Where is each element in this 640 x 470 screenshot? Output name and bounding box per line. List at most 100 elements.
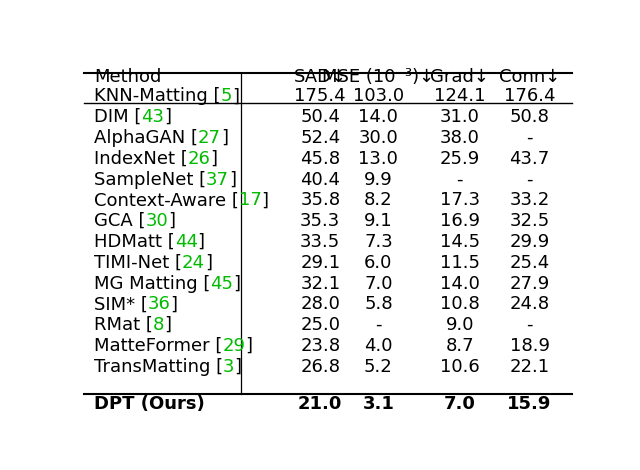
Text: TransMatting [: TransMatting [	[94, 358, 223, 376]
Text: 24.8: 24.8	[509, 295, 550, 313]
Text: ]: ]	[235, 358, 241, 376]
Text: 14.0: 14.0	[440, 274, 480, 292]
Text: 17.3: 17.3	[440, 191, 480, 210]
Text: 5.2: 5.2	[364, 358, 393, 376]
Text: Grad↓: Grad↓	[430, 68, 489, 86]
Text: 50.4: 50.4	[300, 108, 340, 126]
Text: ]: ]	[262, 191, 269, 210]
Text: 9.0: 9.0	[445, 316, 474, 334]
Text: Method: Method	[94, 68, 161, 86]
Text: 5: 5	[220, 87, 232, 105]
Text: 7.0: 7.0	[364, 274, 392, 292]
Text: 22.1: 22.1	[509, 358, 550, 376]
Text: -: -	[526, 129, 532, 147]
Text: -: -	[456, 171, 463, 188]
Text: 17: 17	[239, 191, 262, 210]
Text: MSE (10⁻³)↓: MSE (10⁻³)↓	[323, 68, 435, 86]
Text: RMat [: RMat [	[94, 316, 153, 334]
Text: 9.1: 9.1	[364, 212, 393, 230]
Text: TIMI-Net [: TIMI-Net [	[94, 254, 182, 272]
Text: 36: 36	[148, 295, 171, 313]
Text: -: -	[526, 171, 532, 188]
Text: 14.5: 14.5	[440, 233, 480, 251]
Text: 24: 24	[182, 254, 205, 272]
Text: 29.1: 29.1	[300, 254, 340, 272]
Text: 28.0: 28.0	[300, 295, 340, 313]
Text: 26: 26	[188, 150, 211, 168]
Text: 32.5: 32.5	[509, 212, 550, 230]
Text: SAD↓: SAD↓	[294, 68, 347, 86]
Text: 25.9: 25.9	[440, 150, 480, 168]
Text: 15.9: 15.9	[508, 395, 552, 414]
Text: ]: ]	[164, 316, 172, 334]
Text: 103.0: 103.0	[353, 87, 404, 105]
Text: SampleNet [: SampleNet [	[94, 171, 206, 188]
Text: 7.3: 7.3	[364, 233, 393, 251]
Text: 43.7: 43.7	[509, 150, 550, 168]
Text: 23.8: 23.8	[300, 337, 340, 355]
Text: 37: 37	[206, 171, 229, 188]
Text: 32.1: 32.1	[300, 274, 340, 292]
Text: 31.0: 31.0	[440, 108, 480, 126]
Text: 50.8: 50.8	[509, 108, 549, 126]
Text: ]: ]	[211, 150, 218, 168]
Text: 11.5: 11.5	[440, 254, 480, 272]
Text: 16.9: 16.9	[440, 212, 480, 230]
Text: 33.2: 33.2	[509, 191, 550, 210]
Text: 124.1: 124.1	[434, 87, 486, 105]
Text: 45: 45	[211, 274, 234, 292]
Text: 38.0: 38.0	[440, 129, 480, 147]
Text: IndexNet [: IndexNet [	[94, 150, 188, 168]
Text: -: -	[526, 316, 532, 334]
Text: 30: 30	[145, 212, 168, 230]
Text: ]: ]	[198, 233, 205, 251]
Text: 29: 29	[222, 337, 245, 355]
Text: ]: ]	[245, 337, 252, 355]
Text: 3: 3	[223, 358, 235, 376]
Text: 18.9: 18.9	[509, 337, 550, 355]
Text: 175.4: 175.4	[294, 87, 346, 105]
Text: 44: 44	[175, 233, 198, 251]
Text: 25.0: 25.0	[300, 316, 340, 334]
Text: 176.4: 176.4	[504, 87, 556, 105]
Text: 8.2: 8.2	[364, 191, 393, 210]
Text: ]: ]	[171, 295, 178, 313]
Text: 25.4: 25.4	[509, 254, 550, 272]
Text: ]: ]	[234, 274, 241, 292]
Text: DPT (Ours): DPT (Ours)	[94, 395, 205, 414]
Text: 27.9: 27.9	[509, 274, 550, 292]
Text: DIM [: DIM [	[94, 108, 141, 126]
Text: 40.4: 40.4	[300, 171, 340, 188]
Text: 3.1: 3.1	[362, 395, 394, 414]
Text: 30.0: 30.0	[358, 129, 398, 147]
Text: GCA [: GCA [	[94, 212, 145, 230]
Text: 52.4: 52.4	[300, 129, 340, 147]
Text: 43: 43	[141, 108, 164, 126]
Text: 29.9: 29.9	[509, 233, 550, 251]
Text: HDMatt [: HDMatt [	[94, 233, 175, 251]
Text: ]: ]	[221, 129, 228, 147]
Text: ]: ]	[168, 212, 175, 230]
Text: 9.9: 9.9	[364, 171, 393, 188]
Text: 10.6: 10.6	[440, 358, 479, 376]
Text: SIM* [: SIM* [	[94, 295, 148, 313]
Text: 8.7: 8.7	[445, 337, 474, 355]
Text: 33.5: 33.5	[300, 233, 340, 251]
Text: AlphaGAN [: AlphaGAN [	[94, 129, 198, 147]
Text: 14.0: 14.0	[358, 108, 398, 126]
Text: 7.0: 7.0	[444, 395, 476, 414]
Text: MG Matting [: MG Matting [	[94, 274, 211, 292]
Text: ]: ]	[229, 171, 236, 188]
Text: 13.0: 13.0	[358, 150, 398, 168]
Text: MatteFormer [: MatteFormer [	[94, 337, 222, 355]
Text: 35.3: 35.3	[300, 212, 340, 230]
Text: -: -	[375, 316, 381, 334]
Text: 10.8: 10.8	[440, 295, 479, 313]
Text: 27: 27	[198, 129, 221, 147]
Text: 45.8: 45.8	[300, 150, 340, 168]
Text: 8: 8	[153, 316, 164, 334]
Text: 6.0: 6.0	[364, 254, 392, 272]
Text: KNN-Matting [: KNN-Matting [	[94, 87, 220, 105]
Text: ]: ]	[205, 254, 212, 272]
Text: 35.8: 35.8	[300, 191, 340, 210]
